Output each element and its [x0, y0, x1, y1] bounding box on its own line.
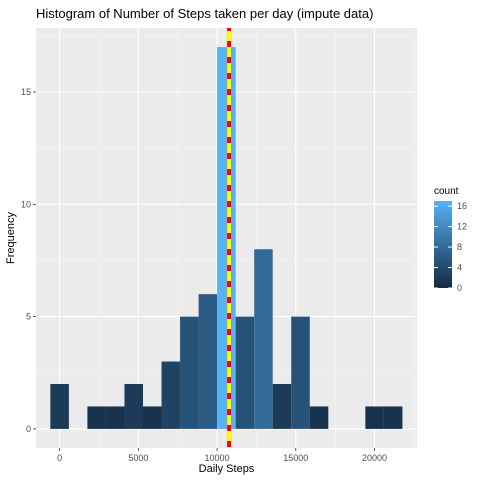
legend-colorbar — [434, 201, 452, 288]
x-axis-title: Daily Steps — [199, 463, 255, 475]
histogram-bar — [198, 294, 218, 429]
legend-label: 16 — [457, 201, 467, 211]
axis-ticks: 0 5000 10000 15000 20000 0 5 10 15 — [21, 87, 387, 463]
histogram-bar — [180, 316, 199, 429]
x-tick-label: 10000 — [205, 453, 230, 463]
chart-title: Histogram of Number of Steps taken per d… — [36, 6, 373, 21]
y-tick-label: 5 — [26, 312, 31, 322]
histogram-bar — [235, 316, 255, 429]
y-tick-label: 15 — [21, 87, 31, 97]
y-axis-title: Frequency — [5, 212, 17, 264]
y-tick-label: 0 — [26, 424, 31, 434]
legend-label: 0 — [457, 283, 462, 293]
x-tick-label: 0 — [57, 453, 62, 463]
histogram-bar — [143, 406, 162, 429]
histogram-bar — [161, 361, 181, 429]
histogram-bar — [272, 383, 292, 429]
histogram-bar — [87, 406, 106, 429]
histogram-bar — [217, 47, 236, 429]
histogram-bars — [50, 47, 403, 429]
legend-label: 12 — [457, 222, 467, 232]
x-tick-label: 5000 — [128, 453, 148, 463]
legend-label: 8 — [457, 242, 462, 252]
x-tick-label: 15000 — [283, 453, 308, 463]
legend-label: 4 — [457, 263, 462, 273]
histogram-bar — [365, 406, 384, 429]
x-tick-label: 20000 — [362, 453, 387, 463]
legend: count 16 12 8 4 0 — [434, 186, 467, 293]
histogram-bar — [383, 406, 403, 429]
histogram-bar — [309, 406, 329, 429]
histogram-bar — [124, 383, 144, 429]
histogram-bar — [50, 383, 69, 429]
histogram-bar — [291, 316, 310, 429]
histogram-bar — [105, 406, 125, 429]
histogram-bar — [254, 249, 273, 429]
legend-title: count — [434, 186, 459, 197]
y-tick-label: 10 — [21, 199, 31, 209]
